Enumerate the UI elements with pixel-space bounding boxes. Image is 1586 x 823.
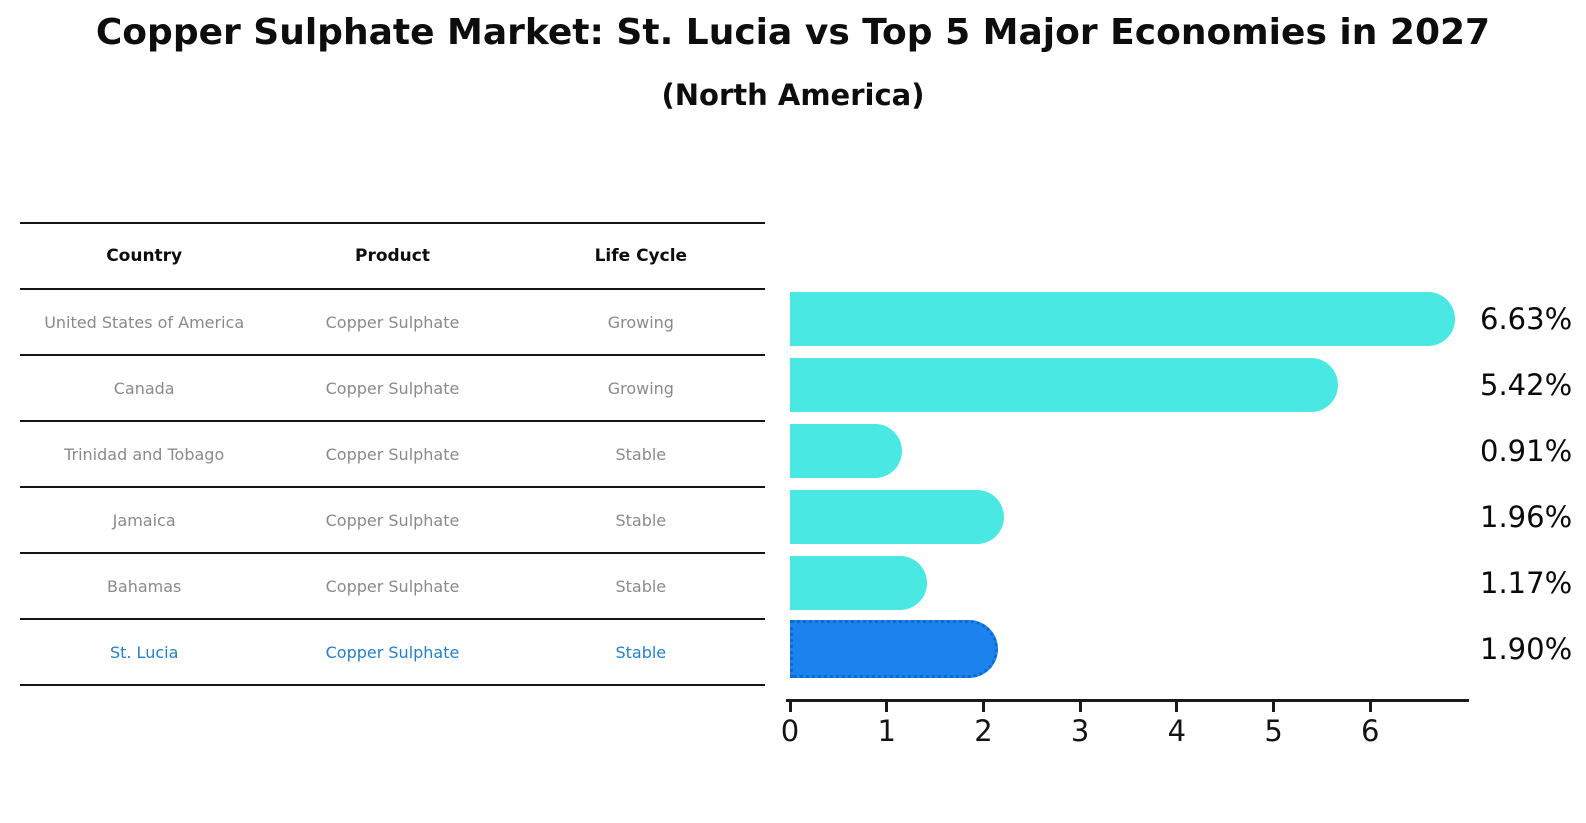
table-row-st-lucia: St. Lucia Copper Sulphate Stable [20,618,765,684]
bar-value-label-bahamas: 1.17% [1480,566,1573,600]
bar-united-states-of-america [790,292,1456,346]
cell-country: Bahamas [106,576,182,596]
bar-value-label-jamaica: 1.96% [1480,500,1573,534]
column-header-country: Country [106,246,183,266]
cell-country: Canada [113,378,175,398]
cell-product: Copper Sulphate [325,510,460,530]
bar-row-bahamas: 1.17% [790,550,1586,616]
bar-row-st-lucia: 1.90% [790,616,1586,682]
cell-life-cycle: Growing [607,378,674,398]
bar-canada [790,358,1339,412]
cell-country: United States of America [44,312,245,332]
bar-row-jamaica: 1.96% [790,484,1586,550]
x-axis-tick-1 [885,702,889,712]
column-header-product: Product [354,246,430,266]
cell-life-cycle: Growing [607,312,674,332]
x-axis-tick-label-6: 6 [1361,714,1380,748]
x-axis-tick-3 [1078,702,1082,712]
cell-product: Copper Sulphate [325,642,460,662]
x-axis-tick-4 [1175,702,1179,712]
table-row-bahamas: Bahamas Copper Sulphate Stable [20,552,765,618]
economies-table: Country Product Life Cycle United States… [20,222,765,686]
bar-bahamas [790,556,928,610]
bar-trinidad-and-tobago [790,424,902,478]
bar-chart: 0 1 2 3 4 5 6 6.63% 5.42% 0.91% 1.96% 1.17% 1.90% [781,286,1586,786]
cell-country: Trinidad and Tobago [64,444,225,464]
cell-product: Copper Sulphate [325,444,460,464]
table-row-trinidad-and-tobago: Trinidad and Tobago Copper Sulphate Stab… [20,420,765,486]
x-axis-tick-label-1: 1 [877,714,896,748]
cell-life-cycle: Stable [615,642,667,662]
column-header-life-cycle: Life Cycle [594,246,688,266]
table-row-jamaica: Jamaica Copper Sulphate Stable [20,486,765,552]
cell-life-cycle: Stable [615,444,667,464]
chart-title: Copper Sulphate Market: St. Lucia vs Top… [95,12,1491,53]
cell-product: Copper Sulphate [325,378,460,398]
bar-row-united-states-of-america: 6.63% [790,286,1586,352]
table-header-row: Country Product Life Cycle [20,224,765,288]
table-body: United States of America Copper Sulphate… [20,288,765,684]
bar-value-label-trinidad-and-tobago: 0.91% [1480,434,1573,468]
cell-life-cycle: Stable [615,576,667,596]
cell-product: Copper Sulphate [325,576,460,596]
cell-life-cycle: Stable [615,510,667,530]
x-axis-tick-label-2: 2 [974,714,993,748]
cell-country: Jamaica [112,510,176,530]
x-axis-tick-label-3: 3 [1070,714,1090,748]
x-axis-tick-label-4: 4 [1167,714,1187,748]
x-axis-tick-0 [788,702,792,712]
bar-st-lucia [790,620,998,678]
bar-value-label-united-states-of-america: 6.63% [1480,302,1573,336]
bar-row-trinidad-and-tobago: 0.91% [790,418,1586,484]
x-axis-tick-6 [1368,702,1372,712]
x-axis-tick-label-0: 0 [780,714,800,748]
bar-jamaica [790,490,1004,544]
x-axis-tick-2 [981,702,985,712]
cell-product: Copper Sulphate [325,312,460,332]
x-axis-tick-label-5: 5 [1264,714,1283,748]
cell-country: St. Lucia [109,642,179,662]
bar-value-label-st-lucia: 1.90% [1480,632,1573,666]
chart-subtitle: (North America) [661,78,925,112]
table-row-united-states-of-america: United States of America Copper Sulphate… [20,288,765,354]
bar-value-label-canada: 5.42% [1480,368,1573,402]
x-axis [786,699,1469,702]
bar-row-canada: 5.42% [790,352,1586,418]
table-row-canada: Canada Copper Sulphate Growing [20,354,765,420]
x-axis-tick-5 [1272,702,1276,712]
